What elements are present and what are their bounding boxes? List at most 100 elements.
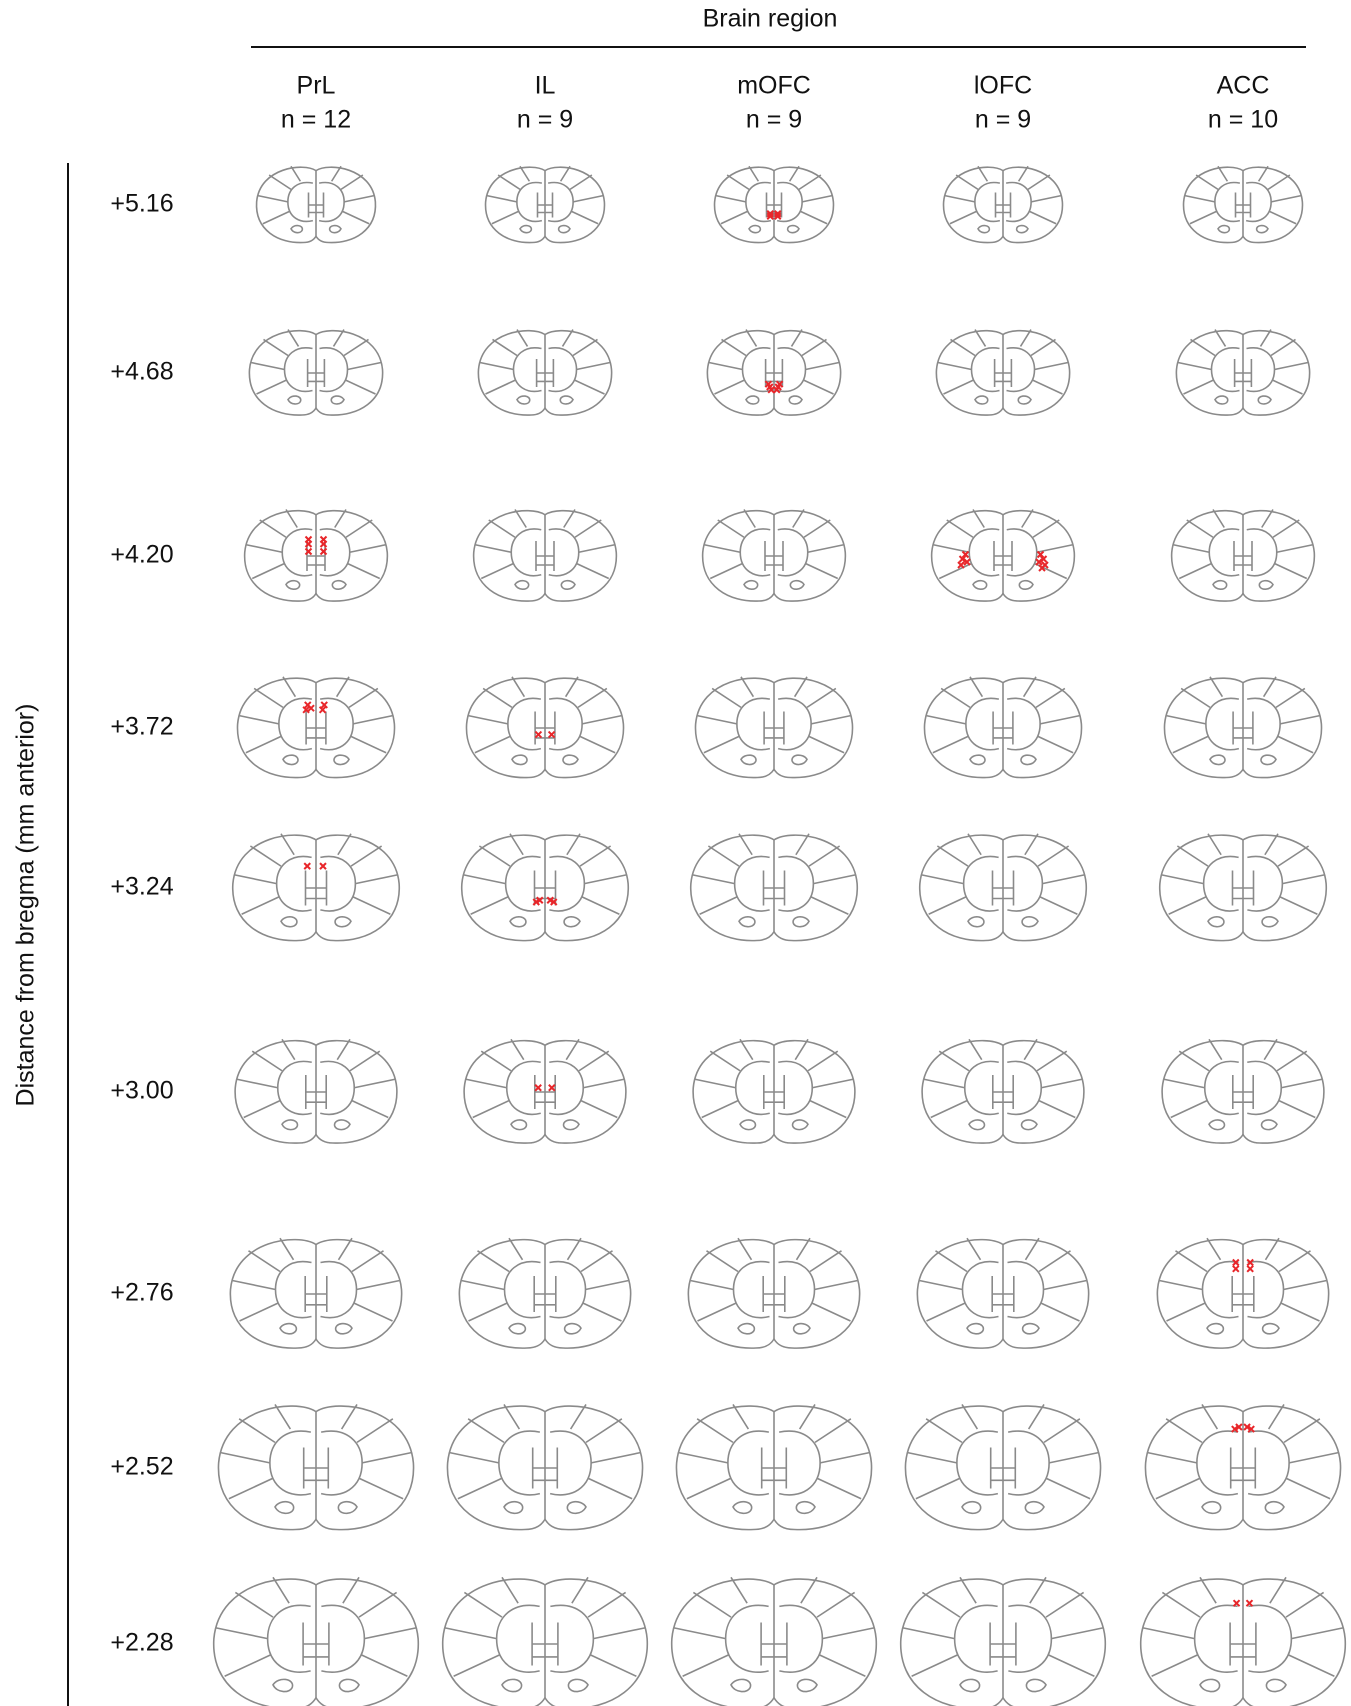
- brain-section: [672, 1577, 877, 1706]
- placement-mark: [535, 1085, 541, 1091]
- brain-section: [230, 1238, 401, 1348]
- brain-section: [905, 1404, 1100, 1529]
- brain-outline: [474, 510, 617, 602]
- brain-outline: [257, 166, 376, 242]
- brain-outline: [905, 1404, 1100, 1529]
- brain-outline: [707, 330, 840, 415]
- brain-outline: [688, 1238, 859, 1348]
- brain-section: [1145, 1404, 1340, 1529]
- column-n: n = 12: [281, 106, 351, 134]
- brain-outline: [478, 330, 611, 415]
- column-n: n = 10: [1208, 106, 1278, 134]
- column-n: n = 9: [975, 106, 1031, 134]
- brain-section: [245, 510, 388, 602]
- brain-section: [936, 330, 1069, 415]
- brain-outline: [235, 1039, 397, 1143]
- brain-section: [1162, 1039, 1324, 1143]
- brain-outline: [1172, 510, 1315, 602]
- brain-outline: [672, 1577, 877, 1706]
- brain-outline: [1164, 677, 1321, 778]
- brain-section: [1172, 510, 1315, 602]
- row-label: +3.00: [110, 1077, 173, 1105]
- brain-outline: [218, 1404, 413, 1529]
- brain-outline: [715, 166, 834, 242]
- brain-outline: [1160, 834, 1327, 941]
- brain-outline: [691, 834, 858, 941]
- brain-outline: [924, 677, 1081, 778]
- brain-outline: [486, 166, 605, 242]
- row-label: +3.72: [110, 713, 173, 741]
- brain-outline: [703, 510, 846, 602]
- brain-outline: [936, 330, 1069, 415]
- brain-section: [237, 677, 394, 778]
- column-region: lOFC: [974, 72, 1032, 100]
- brain-outline: [245, 510, 388, 602]
- brain-outline: [230, 1238, 401, 1348]
- brain-section: [486, 166, 605, 242]
- brain-outline: [1176, 330, 1309, 415]
- brain-section: [1157, 1238, 1328, 1348]
- brain-section: [474, 510, 617, 602]
- brain-outline: [920, 834, 1087, 941]
- brain-outline: [932, 510, 1075, 602]
- placement-mark: [1247, 1266, 1253, 1272]
- brain-outline: [1141, 1577, 1346, 1706]
- brain-section: [707, 330, 840, 415]
- brain-section: [688, 1238, 859, 1348]
- brain-outline: [695, 677, 852, 778]
- column-n: n = 9: [746, 106, 802, 134]
- brain-section: [459, 1238, 630, 1348]
- brain-section: [676, 1404, 871, 1529]
- brain-section: [1141, 1577, 1346, 1706]
- brain-outline: [1162, 1039, 1324, 1143]
- column-n: n = 9: [517, 106, 573, 134]
- brain-outline: [944, 166, 1063, 242]
- brain-section: [944, 166, 1063, 242]
- column-region: PrL: [297, 72, 336, 100]
- brain-outline: [922, 1039, 1084, 1143]
- placement-mark: [1234, 1600, 1240, 1606]
- brain-section: [917, 1238, 1088, 1348]
- brain-outline: [249, 330, 382, 415]
- brain-section: [1160, 834, 1327, 941]
- brain-outline: [466, 677, 623, 778]
- brain-section: [466, 677, 623, 778]
- brain-section: [257, 166, 376, 242]
- placement-mark: [549, 732, 555, 738]
- brain-section: [691, 834, 858, 941]
- brain-section: [235, 1039, 397, 1143]
- row-label: +2.76: [110, 1279, 173, 1307]
- row-label: +4.68: [110, 358, 173, 386]
- column-region: IL: [535, 72, 556, 100]
- brain-section: [1184, 166, 1303, 242]
- brain-section: [447, 1404, 642, 1529]
- brain-section: [695, 677, 852, 778]
- brain-outline: [1157, 1238, 1328, 1348]
- placement-mark: [549, 1085, 555, 1091]
- header-title: Brain region: [703, 5, 838, 33]
- brain-section: [478, 330, 611, 415]
- brain-section: [715, 166, 834, 242]
- y-axis-label: Distance from bregma (mm anterior): [12, 704, 40, 1107]
- brain-outline: [233, 834, 400, 941]
- brain-outline: [917, 1238, 1088, 1348]
- brain-section: [703, 510, 846, 602]
- brain-section: [462, 834, 629, 941]
- row-label: +3.24: [110, 873, 173, 901]
- brain-section: [922, 1039, 1084, 1143]
- brain-outline: [1184, 166, 1303, 242]
- brain-section: [464, 1039, 626, 1143]
- row-label: +2.28: [110, 1629, 173, 1657]
- brain-outline: [214, 1577, 419, 1706]
- figure: Brain region Distance from bregma (mm an…: [0, 0, 1351, 1706]
- row-label: +4.20: [110, 541, 173, 569]
- column-region: ACC: [1217, 72, 1270, 100]
- brain-outline: [447, 1404, 642, 1529]
- placement-mark: [535, 732, 541, 738]
- brain-section: [901, 1577, 1106, 1706]
- placement-mark: [1246, 1600, 1252, 1606]
- brain-outline: [237, 677, 394, 778]
- brain-outline: [1145, 1404, 1340, 1529]
- brain-section: [249, 330, 382, 415]
- brain-outline: [693, 1039, 855, 1143]
